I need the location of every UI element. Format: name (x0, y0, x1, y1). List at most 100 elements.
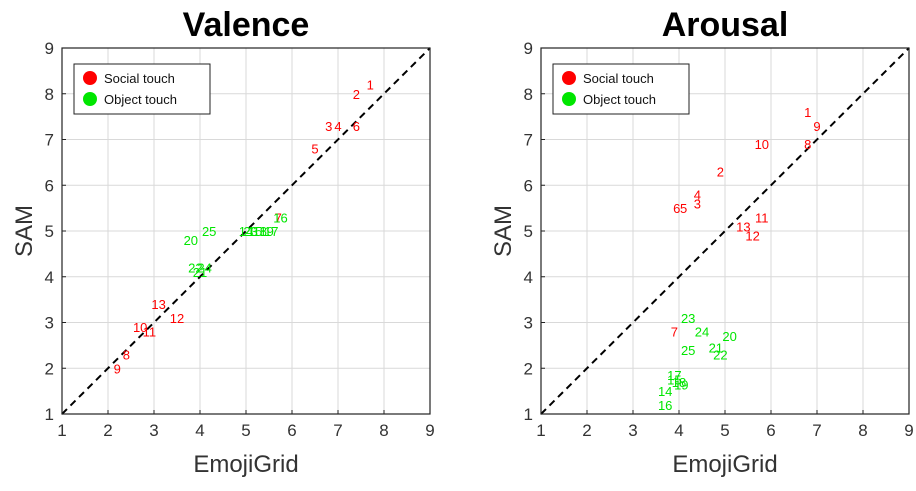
chart-1-y-tick-label: 8 (524, 85, 533, 104)
chart-0-social-point-13: 13 (151, 297, 165, 312)
chart-0-legend-label-0: Social touch (104, 71, 175, 86)
chart-0-y-axis-label: SAM (11, 205, 38, 257)
chart-1-x-tick-label: 1 (536, 421, 545, 440)
chart-1-x-tick-label: 8 (858, 421, 867, 440)
chart-1-x-tick-label: 3 (628, 421, 637, 440)
chart-0-y-tick-label: 1 (45, 405, 54, 424)
chart-0-y-tick-label: 5 (45, 222, 54, 241)
chart-1-social-point-4: 4 (694, 187, 701, 202)
chart-0-x-tick-label: 5 (241, 421, 250, 440)
chart-0-x-tick-label: 7 (333, 421, 342, 440)
chart-1-x-tick-label: 4 (674, 421, 683, 440)
chart-1-legend: Social touch Object touch (552, 63, 690, 115)
chart-0-object-point-15: 15 (248, 224, 262, 239)
chart-0-y-tick-label: 9 (45, 39, 54, 58)
chart-0-legend-marker-0 (83, 71, 97, 85)
chart-0-y-tick-label: 3 (45, 314, 54, 333)
chart-1-object-point-20: 20 (722, 329, 736, 344)
chart-1-y-axis-label: SAM (490, 205, 517, 257)
chart-0-title: Valence (183, 6, 310, 44)
chart-0-object-point-22: 22 (188, 261, 202, 276)
chart-0-object-point-23: 23 (243, 224, 257, 239)
chart-1-object-point-19: 19 (674, 377, 688, 392)
chart-0-social-point-12: 12 (170, 311, 184, 326)
chart-1-y-tick-label: 5 (524, 222, 533, 241)
chart-0-social-point-4: 4 (334, 119, 341, 134)
chart-0-x-tick-label: 9 (425, 421, 434, 440)
chart-1-x-tick-label: 5 (720, 421, 729, 440)
chart-0-y-tick-label: 6 (45, 176, 54, 195)
chart-0-object-point-16: 16 (273, 210, 287, 225)
chart-1-legend-marker-0 (562, 71, 576, 85)
chart-1-y-tick-label: 3 (524, 314, 533, 333)
chart-1-social-point-6: 6 (673, 201, 680, 216)
chart-1-object-point-15: 15 (667, 373, 681, 388)
chart-0-object-point-25: 25 (202, 224, 216, 239)
chart-1-social-point-8: 8 (804, 137, 811, 152)
chart-0-object-point-21: 21 (193, 265, 207, 280)
chart-1-object-point-21: 21 (709, 341, 723, 356)
chart-1-object-point-16: 16 (658, 398, 672, 413)
chart-1-social-point-2: 2 (717, 165, 724, 180)
chart-1-object-point-17: 17 (667, 368, 681, 383)
chart-1-object-point-23: 23 (681, 311, 695, 326)
chart-0-legend-label-1: Object touch (104, 92, 177, 107)
chart-1-y-tick-label: 9 (524, 39, 533, 58)
chart-1-y-tick-label: 7 (524, 131, 533, 150)
chart-1-object-point-18: 18 (672, 375, 686, 390)
chart-1-x-tick-label: 6 (766, 421, 775, 440)
chart-0-social-point-1: 1 (367, 78, 374, 93)
chart-0-object-point-20: 20 (184, 233, 198, 248)
chart-1-legend-box (552, 63, 690, 115)
chart-1-social-point-7: 7 (671, 325, 678, 340)
chart-0-legend: Social touch Object touch (73, 63, 211, 115)
chart-0-x-tick-label: 1 (57, 421, 66, 440)
chart-0-object-point-18: 18 (253, 224, 267, 239)
chart-0-y-tick-label: 8 (45, 85, 54, 104)
chart-0-x-tick-label: 8 (379, 421, 388, 440)
chart-1-y-tick-label: 4 (524, 268, 533, 287)
chart-0-social-point-9: 9 (114, 361, 121, 376)
arousal-chart: 112233445566778899ArousalEmojiGridSAM123… (490, 6, 914, 478)
chart-1-object-point-25: 25 (681, 343, 695, 358)
chart-0-legend-marker-1 (83, 92, 97, 106)
chart-0-x-tick-label: 4 (195, 421, 204, 440)
chart-0-social-point-8: 8 (123, 348, 130, 363)
chart-1-identity-line (540, 47, 910, 415)
chart-1-legend-label-1: Object touch (583, 92, 656, 107)
chart-0-x-tick-label: 3 (149, 421, 158, 440)
chart-0-social-point-6: 6 (353, 119, 360, 134)
chart-1-social-point-1: 1 (804, 105, 811, 120)
chart-1-object-point-24: 24 (695, 325, 709, 340)
chart-0-social-point-5: 5 (311, 142, 318, 157)
chart-0-y-tick-label: 7 (45, 131, 54, 150)
chart-1-x-tick-label: 7 (812, 421, 821, 440)
chart-0-y-tick-label: 4 (45, 268, 54, 287)
chart-1-x-tick-label: 2 (582, 421, 591, 440)
chart-1-y-tick-label: 2 (524, 359, 533, 378)
chart-1-social-point-5: 5 (680, 201, 687, 216)
chart-0-object-point-14: 14 (239, 224, 253, 239)
chart-1-y-tick-label: 6 (524, 176, 533, 195)
chart-0-x-axis-label: EmojiGrid (193, 451, 298, 478)
chart-1-legend-marker-1 (562, 92, 576, 106)
chart-0-x-tick-label: 2 (103, 421, 112, 440)
chart-1-y-tick-label: 1 (524, 405, 533, 424)
chart-0-social-point-7: 7 (275, 210, 282, 225)
chart-0-legend-box (73, 63, 211, 115)
chart-0-object-point-19: 19 (259, 224, 273, 239)
chart-1-social-point-12: 12 (745, 229, 759, 244)
chart-0-y-tick-label: 2 (45, 359, 54, 378)
chart-0-social-point-11: 11 (143, 325, 157, 340)
chart-1-social-point-3: 3 (694, 197, 701, 212)
chart-0-social-point-3: 3 (325, 119, 332, 134)
chart-1-x-axis-label: EmojiGrid (672, 451, 777, 478)
chart-0-x-tick-label: 6 (287, 421, 296, 440)
chart-1-social-point-11: 11 (755, 210, 769, 225)
chart-1-social-point-9: 9 (813, 119, 820, 134)
chart-1-title: Arousal (662, 6, 789, 44)
chart-0-identity-line (61, 47, 431, 415)
chart-1-x-tick-label: 9 (904, 421, 913, 440)
chart-0-object-point-24: 24 (197, 261, 211, 276)
